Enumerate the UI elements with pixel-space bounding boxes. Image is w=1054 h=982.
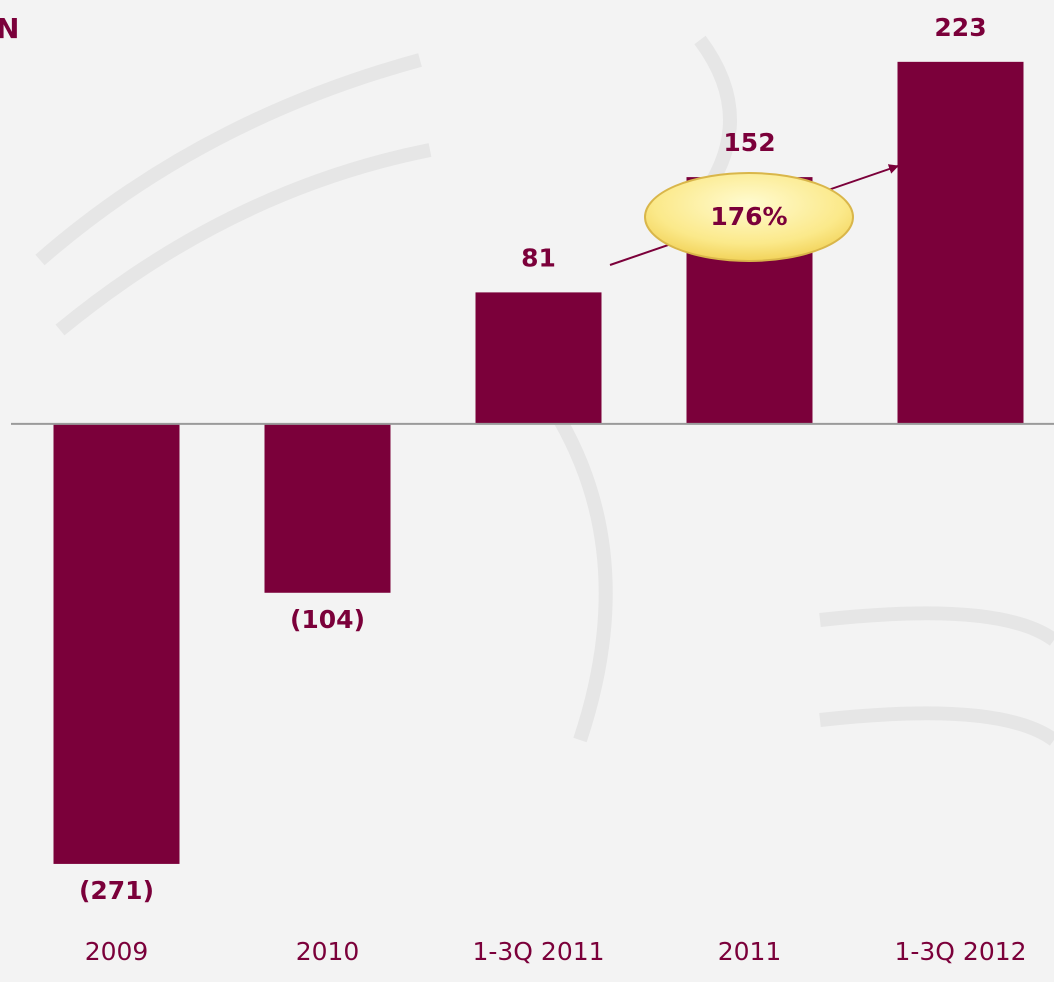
chart-title: N [0,12,19,45]
bar [475,292,602,424]
background-pattern [35,35,1054,746]
bar [53,423,180,864]
annotation: 176% [710,202,787,231]
data-label: 81 [521,243,556,272]
x-tick-label: 2010 [296,937,360,966]
x-tick-label: 2011 [718,937,782,966]
growth-bubble [644,172,854,262]
x-tick-label: 1-3Q 2011 [472,937,604,966]
x-tick-label: 2009 [85,937,149,966]
x-tick-label: 1-3Q 2012 [894,937,1026,966]
data-label: 223 [934,13,986,42]
data-label: 152 [723,128,775,157]
data-label: (104) [290,605,365,634]
data-label: (271) [79,876,154,905]
bar [897,61,1024,424]
bar [264,423,391,593]
